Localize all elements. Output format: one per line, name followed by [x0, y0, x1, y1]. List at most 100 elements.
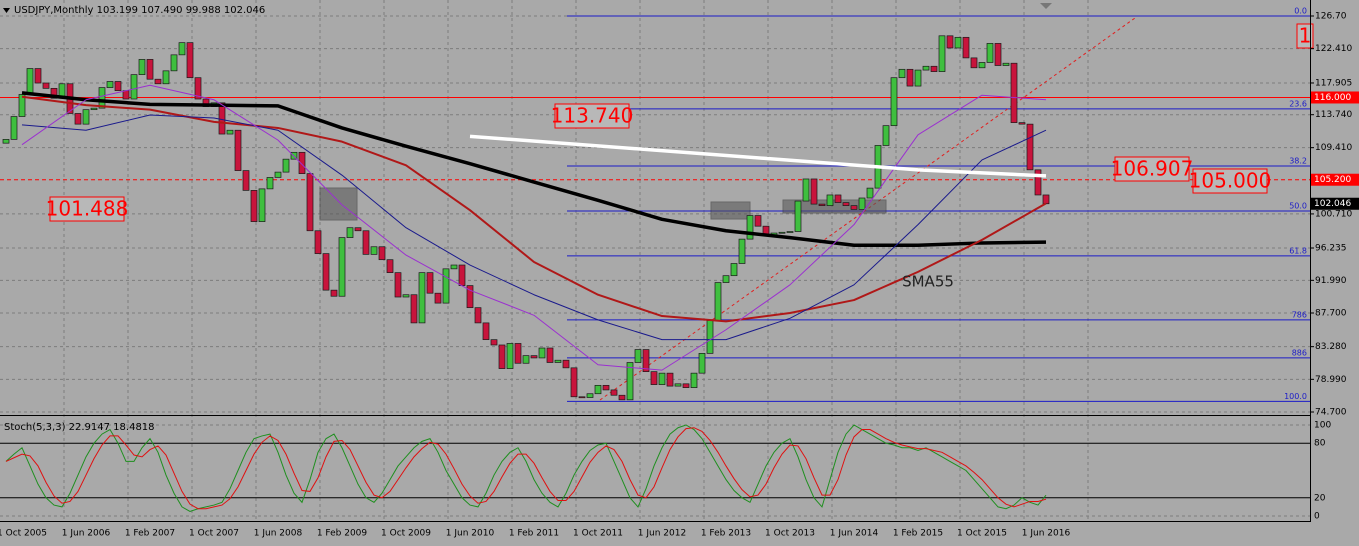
- candle: [682, 383, 690, 388]
- moving-average: [21, 114, 1047, 341]
- price-marker: [1311, 173, 1359, 186]
- annotation: 113.740: [551, 104, 634, 128]
- candle: [298, 151, 306, 174]
- candle: [642, 349, 650, 372]
- candle: [834, 194, 842, 203]
- candle: [1026, 123, 1034, 171]
- candle: [938, 35, 946, 72]
- candle: [594, 384, 602, 395]
- zone: [319, 187, 358, 221]
- candle: [26, 68, 34, 95]
- x-tick-label: 1 Oct 2005: [0, 529, 47, 539]
- annotation-box: [554, 103, 630, 129]
- candle: [778, 231, 786, 234]
- moving-average: [21, 91, 1047, 247]
- candle: [970, 57, 978, 69]
- grid: [0, 0, 1310, 522]
- candle: [698, 353, 706, 374]
- annotation-box: [1192, 168, 1268, 194]
- y-tick-label: 100: [1314, 421, 1331, 431]
- candle: [882, 125, 890, 146]
- candle: [442, 268, 450, 304]
- candle: [130, 74, 138, 100]
- candle: [674, 383, 682, 387]
- y-tick-label: 109.410: [1315, 143, 1352, 153]
- candle: [914, 69, 922, 87]
- candle: [354, 227, 362, 232]
- candle: [634, 349, 642, 363]
- candle: [506, 343, 514, 369]
- price-marker-label: 105.200: [1314, 175, 1351, 185]
- candle: [906, 68, 914, 87]
- candle: [786, 231, 794, 233]
- moving-average: [469, 134, 1047, 178]
- y-tick-label: 96.235: [1315, 244, 1347, 254]
- candle: [42, 82, 50, 89]
- candle: [114, 81, 122, 91]
- x-tick-label: 1 Jun 2014: [830, 529, 879, 539]
- x-tick-label: 1 Feb 2015: [893, 529, 943, 539]
- x-tick-label: 1 Oct 2011: [573, 529, 623, 539]
- candle: [650, 371, 658, 385]
- annotation-box: [1114, 156, 1190, 182]
- candle: [106, 81, 114, 88]
- candle: [178, 42, 186, 56]
- x-tick-label: 1 Jun 2016: [1022, 529, 1071, 539]
- x-tick-label: 1 Jun 2010: [446, 529, 495, 539]
- candle: [1042, 194, 1050, 205]
- candle: [706, 320, 714, 354]
- candle: [1034, 169, 1042, 196]
- candle: [410, 294, 418, 324]
- candle: [74, 113, 82, 125]
- candle: [866, 187, 874, 199]
- fib-label: 786: [1292, 310, 1307, 319]
- y-tick-label: 20: [1314, 493, 1326, 503]
- y-tick-label: 78.990: [1315, 375, 1347, 385]
- candle: [978, 62, 986, 69]
- y-tick-label: 87.700: [1315, 309, 1347, 319]
- candle: [962, 36, 970, 59]
- candle: [138, 59, 146, 75]
- y-tick-label: 126.70: [1315, 12, 1347, 22]
- candle: [90, 107, 98, 111]
- trendline: [599, 17, 1136, 401]
- fib-label: 61.8: [1289, 246, 1307, 255]
- price-marker-label: 116.000: [1314, 93, 1351, 103]
- x-tick-label: 1 Oct 2015: [957, 529, 1007, 539]
- fib-label: 0.0: [1294, 7, 1307, 16]
- candle: [386, 259, 394, 273]
- candle: [306, 173, 314, 232]
- candle: [930, 65, 938, 72]
- candle: [1018, 122, 1026, 125]
- candle: [618, 394, 626, 401]
- candle: [322, 253, 330, 291]
- candle: [1002, 62, 1010, 66]
- candle: [146, 59, 154, 80]
- price-marker: [1311, 197, 1359, 210]
- candle: [362, 230, 370, 255]
- candle: [514, 343, 522, 364]
- x-tick-label: 1 Oct 2009: [381, 529, 431, 539]
- x-tick-label: 1 Jun 2012: [638, 529, 686, 539]
- candle: [242, 170, 250, 191]
- shift-marker: [1040, 3, 1052, 9]
- y-tick-label: 80: [1314, 439, 1326, 449]
- candle: [250, 190, 258, 222]
- candle: [898, 68, 906, 79]
- candle: [586, 393, 594, 398]
- zone: [710, 201, 751, 220]
- candle: [890, 77, 898, 127]
- candle: [218, 102, 226, 135]
- candle: [826, 194, 834, 206]
- candle: [546, 347, 554, 363]
- candle: [370, 246, 378, 255]
- stoch-line: [5, 427, 1047, 510]
- candle: [170, 54, 178, 72]
- x-tick-label: 1 Jun 2006: [62, 529, 111, 539]
- candle: [1010, 62, 1018, 123]
- indicator-note: SMA55: [902, 273, 954, 291]
- y-tick-label: 100.710: [1315, 209, 1352, 219]
